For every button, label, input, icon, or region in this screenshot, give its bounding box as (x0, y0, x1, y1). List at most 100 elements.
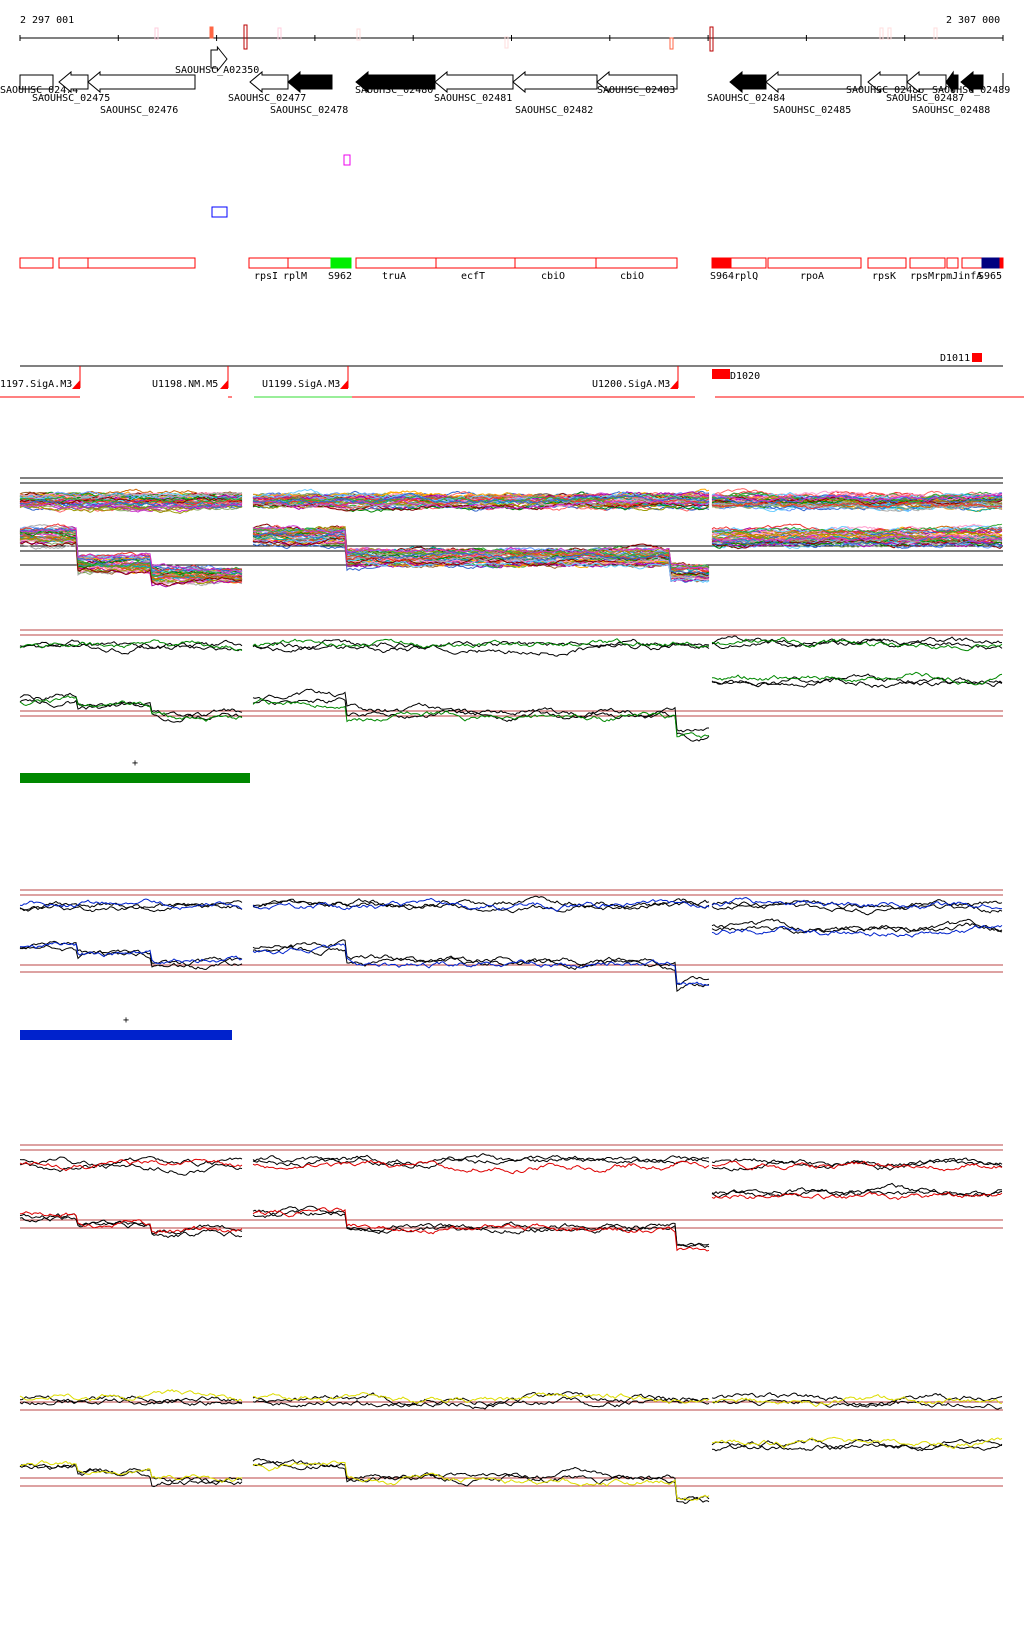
variant-marker (887, 27, 892, 40)
promoter-label: D1020 (730, 371, 760, 382)
multi-trace (19, 492, 243, 500)
gene-label: SAOUHSC_02485 (773, 105, 851, 116)
variant-marker (879, 27, 884, 40)
blue-trace (252, 897, 710, 912)
operon-box (435, 257, 516, 269)
promoter-label: U1200.SigA.M3 (592, 379, 670, 390)
red-trace (19, 1162, 243, 1176)
ruler-start-label: 2 297 001 (20, 15, 74, 26)
multi-trace (252, 537, 710, 583)
blue-summary-bar (20, 1030, 232, 1040)
red-trace (19, 1213, 243, 1235)
green-trace (252, 697, 710, 742)
gene-arrow (19, 74, 54, 90)
blue-trace (19, 898, 243, 911)
operon-label: cbiO (541, 271, 565, 282)
multi-trace (19, 501, 243, 512)
yellow-trace (252, 1460, 710, 1502)
gene-label: SAOUHSC_02483 (597, 85, 675, 96)
multi-trace (19, 527, 243, 574)
gene-label: SAOUHSC_A02350 (175, 65, 259, 76)
red-trace (252, 1159, 710, 1175)
yellow-trace (711, 1392, 1003, 1408)
gene-label: SAOUHSC_02484 (707, 93, 785, 104)
multi-trace (252, 501, 710, 512)
multi-trace (19, 491, 243, 501)
promoter-triangle (340, 380, 348, 389)
gene-arrow (960, 70, 984, 94)
multi-trace (19, 496, 243, 506)
green-trace (712, 671, 1003, 686)
multi-trace (252, 492, 710, 505)
operon-label: rpsI (254, 271, 278, 282)
multi-trace (252, 527, 710, 569)
yellow-trace (19, 1396, 243, 1406)
multi-trace (252, 525, 710, 571)
variant-marker (504, 36, 509, 49)
green-trace (711, 638, 1003, 650)
operon-track: rpsI rplM S962 truA ecfT cbiO cbiO S964rplQ rpoA… (19, 257, 1004, 282)
multi-trace (711, 539, 1003, 549)
multi-trace (711, 492, 1003, 503)
green-trace (252, 688, 709, 733)
gene-arrow (596, 70, 678, 94)
multi-trace (712, 523, 1003, 534)
gene-label: SAOUHSC_02476 (100, 105, 178, 116)
red-trace (19, 1155, 243, 1167)
operon-label: rpoA (800, 271, 824, 282)
variant-marker (243, 24, 248, 50)
operon-box (867, 257, 907, 269)
red-trace (19, 1158, 243, 1172)
yellow-trace (252, 1459, 710, 1505)
operon-label: ecfT (461, 271, 485, 282)
red-trace (711, 1182, 1003, 1198)
red-trace (252, 1153, 710, 1169)
operon-box (767, 257, 862, 269)
multi-trace (19, 524, 243, 574)
green-trace (252, 638, 710, 649)
operon-label: truA (382, 271, 406, 282)
red-trace (711, 1187, 1003, 1198)
red-trace (252, 1209, 710, 1248)
operon-box (355, 257, 437, 269)
promoter-marker (712, 369, 730, 379)
variant-marker (277, 27, 282, 40)
operon-box (595, 257, 678, 269)
multi-trace (711, 490, 1003, 503)
gene-arrow (434, 70, 514, 94)
multi-trace (711, 534, 1003, 544)
expression-tracks: ++ (19, 477, 1003, 1505)
gene-arrow (87, 70, 196, 94)
multi-trace (711, 494, 1003, 505)
yellow-trace (19, 1462, 243, 1488)
red-trace (19, 1211, 243, 1235)
multi-trace (711, 531, 1003, 540)
gene-arrow (765, 70, 862, 94)
coordinate-ruler (19, 24, 1004, 52)
feature-box (343, 154, 351, 166)
red-trace (711, 1191, 1003, 1201)
operon-box (287, 257, 332, 269)
promoter-label: D1011 (940, 353, 970, 364)
multi-trace (252, 534, 710, 580)
green-trace (19, 698, 242, 721)
multi-trace (19, 499, 243, 510)
green-trace (252, 642, 710, 657)
gene-label: SAOUHSC_02475 (32, 93, 110, 104)
red-trace (711, 1160, 1003, 1172)
green-trace (19, 639, 243, 655)
green-trace (252, 698, 710, 739)
blue-trace (711, 924, 1003, 938)
multi-trace (711, 539, 1003, 549)
yellow-trace (19, 1464, 243, 1486)
variant-marker (356, 28, 361, 41)
yellow-trace (19, 1394, 243, 1407)
yellow-trace (19, 1459, 243, 1484)
blue-trace (252, 939, 710, 985)
green-bar-label: + (132, 758, 138, 769)
blue-trace (19, 944, 243, 971)
variant-marker (154, 27, 159, 40)
multi-trace (252, 530, 710, 575)
operon-label: S962 (328, 271, 352, 282)
green-trace (711, 637, 1003, 652)
